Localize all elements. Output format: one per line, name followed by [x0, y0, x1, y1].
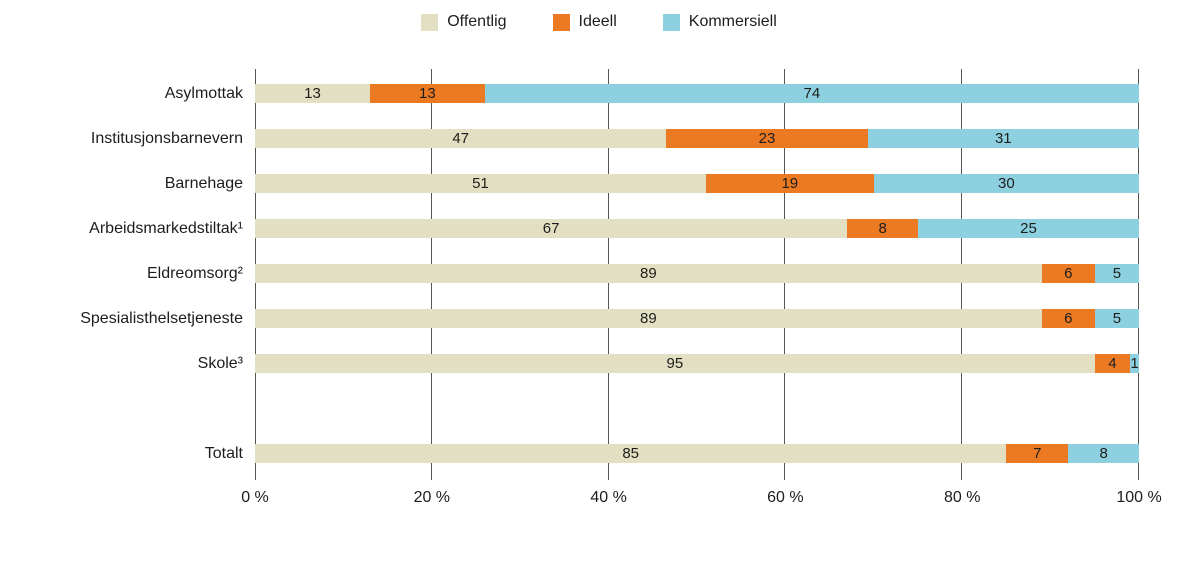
legend-label: Offentlig [447, 13, 507, 30]
bar-value-label: 4 [1108, 355, 1117, 372]
legend-item-offentlig: Offentlig [421, 13, 507, 31]
legend-swatch-ideell [552, 13, 570, 31]
bar-value-label: 51 [472, 175, 489, 192]
bar-row: 89 6 5 [255, 309, 1139, 328]
legend-item-kommersiell: Kommersiell [662, 13, 777, 31]
bar-segment-kommersiell: 1 [1130, 354, 1139, 373]
bar-value-label: 67 [542, 220, 560, 237]
legend-label: Kommersiell [688, 13, 777, 30]
bar-segment-kommersiell: 5 [1094, 264, 1139, 283]
category-labels: Asylmottak Institusjonsbarnevern Barnehage… [0, 69, 243, 480]
legend-label: Ideell [578, 13, 617, 30]
bar-value-label: 89 [640, 310, 657, 327]
bar-value-label: 89 [640, 265, 657, 282]
bar-value-label: 74 [803, 85, 821, 102]
x-tick-label: 0 % [241, 489, 269, 506]
legend-item-ideell: Ideell [552, 13, 617, 31]
bar-segment-ideell: 19 [705, 174, 874, 193]
category-label: Arbeidsmarkedstiltak¹ [89, 220, 243, 237]
bar-value-label: 13 [304, 85, 321, 102]
bar-segment-ideell: 8 [847, 219, 918, 238]
bar-row: 13 13 74 [255, 84, 1139, 103]
legend-swatch-offentlig [421, 13, 439, 31]
category-label: Institusjonsbarnevern [90, 130, 243, 147]
bar-segment-offentlig: 89 [255, 264, 1042, 283]
bar-segment-offentlig: 95 [255, 354, 1095, 373]
legend-swatch-kommersiell [662, 13, 680, 31]
category-label: Skole³ [197, 355, 243, 372]
bar-segment-kommersiell: 31 [867, 129, 1139, 148]
category-label: Asylmottak [164, 85, 243, 102]
category-label: Eldreomsorg² [146, 265, 243, 282]
bar-row: 51 19 30 [255, 174, 1139, 193]
bar-value-label: 30 [998, 175, 1015, 192]
bar-segment-ideell: 6 [1041, 309, 1095, 328]
bar-value-label: 31 [994, 130, 1012, 147]
bar-segment-kommersiell: 30 [873, 174, 1139, 193]
bar-segment-kommersiell: 8 [1068, 444, 1139, 463]
bar-segment-offentlig: 85 [255, 444, 1007, 463]
bar-segment-kommersiell: 5 [1094, 309, 1139, 328]
x-tick-label: 80 % [943, 489, 981, 506]
bar-segment-offentlig: 13 [255, 84, 370, 103]
plot-area: 13 13 74 47 23 31 51 19 30 67 8 25 89 6 5 89 6 5 95 4 1 85 7 8 [255, 69, 1139, 480]
bar-value-label: 47 [452, 130, 470, 147]
bar-value-label: 1 [1130, 355, 1139, 372]
bar-segment-offentlig: 51 [255, 174, 706, 193]
bar-segment-ideell: 13 [369, 84, 485, 103]
bar-value-label: 95 [666, 355, 684, 372]
x-tick-label: 20 % [413, 489, 451, 506]
bar-segment-offentlig: 89 [255, 309, 1042, 328]
bar-value-label: 25 [1020, 220, 1037, 237]
bar-value-label: 6 [1064, 265, 1073, 282]
x-tick-label: 40 % [590, 489, 627, 506]
bar-value-label: 13 [419, 85, 436, 102]
bar-segment-ideell: 23 [666, 129, 868, 148]
x-tick-label: 60 % [767, 489, 804, 506]
bar-row: 85 7 8 [255, 444, 1139, 463]
bar-row: 67 8 25 [255, 219, 1139, 238]
bar-value-label: 7 [1033, 445, 1042, 462]
bar-segment-kommersiell: 25 [917, 219, 1139, 238]
category-label: Spesialisthelsetjeneste [80, 310, 243, 327]
bar-value-label: 85 [622, 445, 640, 462]
bar-segment-ideell: 6 [1041, 264, 1095, 283]
bar-segment-ideell: 4 [1094, 354, 1131, 373]
bar-segment-offentlig: 47 [255, 129, 667, 148]
bar-segment-ideell: 7 [1006, 444, 1069, 463]
bar-value-label: 23 [758, 130, 776, 147]
bar-row: 95 4 1 [255, 354, 1139, 373]
bar-row: 47 23 31 [255, 129, 1139, 148]
bar-value-label: 8 [878, 220, 887, 237]
bar-row: 89 6 5 [255, 264, 1139, 283]
category-label: Barnehage [164, 175, 243, 192]
bar-value-label: 5 [1112, 265, 1122, 282]
category-label: Totalt [204, 445, 243, 462]
bar-segment-offentlig: 67 [255, 219, 848, 238]
bar-value-label: 5 [1112, 310, 1122, 327]
bar-segment-kommersiell: 74 [484, 84, 1139, 103]
bar-value-label: 6 [1064, 310, 1073, 327]
chart-legend: Offentlig Ideell Kommersiell [0, 13, 1198, 31]
x-tick-label: 100 % [1116, 489, 1162, 506]
bar-value-label: 19 [781, 175, 799, 192]
x-axis: 0 % 20 % 40 % 60 % 80 % 100 % [241, 489, 1161, 511]
bar-value-label: 8 [1099, 445, 1108, 462]
